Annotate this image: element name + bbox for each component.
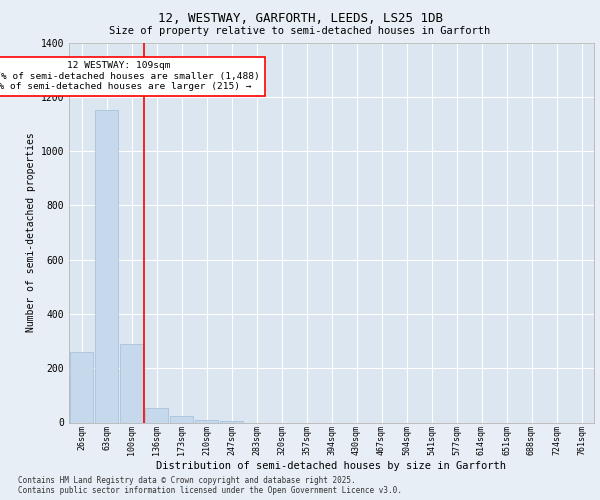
Text: Size of property relative to semi-detached houses in Garforth: Size of property relative to semi-detach… bbox=[109, 26, 491, 36]
Bar bbox=[220, 421, 243, 422]
Bar bbox=[95, 110, 118, 422]
Bar bbox=[120, 344, 143, 422]
Bar bbox=[70, 352, 93, 422]
Text: 12 WESTWAY: 109sqm
← 87% of semi-detached houses are smaller (1,488)
13% of semi: 12 WESTWAY: 109sqm ← 87% of semi-detache… bbox=[0, 62, 260, 92]
Bar bbox=[145, 408, 168, 422]
Text: Contains HM Land Registry data © Crown copyright and database right 2025.
Contai: Contains HM Land Registry data © Crown c… bbox=[18, 476, 402, 495]
Text: 12, WESTWAY, GARFORTH, LEEDS, LS25 1DB: 12, WESTWAY, GARFORTH, LEEDS, LS25 1DB bbox=[157, 12, 443, 26]
X-axis label: Distribution of semi-detached houses by size in Garforth: Distribution of semi-detached houses by … bbox=[157, 461, 506, 471]
Bar bbox=[195, 420, 218, 422]
Y-axis label: Number of semi-detached properties: Number of semi-detached properties bbox=[26, 132, 37, 332]
Bar bbox=[170, 416, 193, 422]
